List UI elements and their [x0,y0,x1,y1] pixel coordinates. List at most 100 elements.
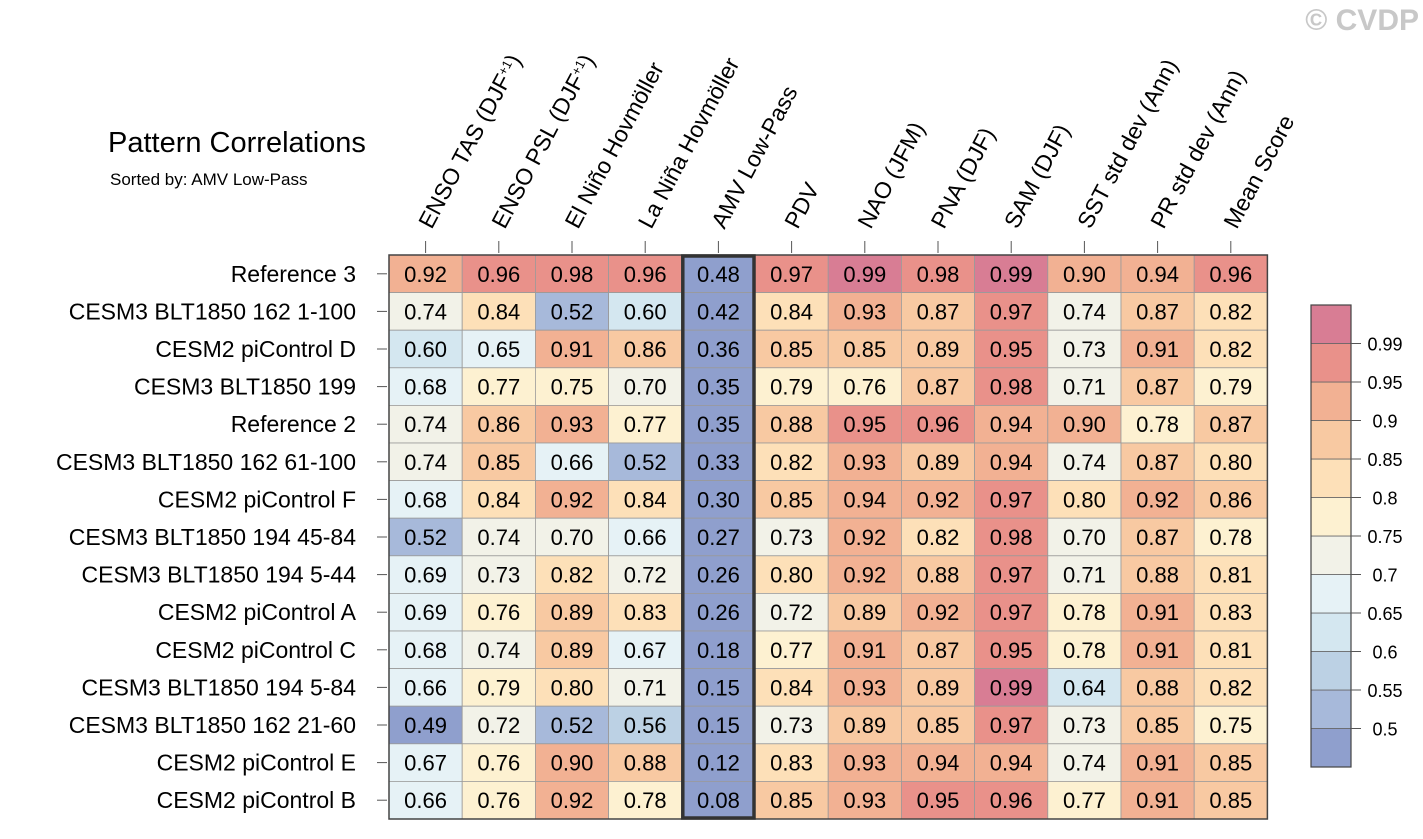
colorbar-segment [1310,304,1352,344]
row-label: CESM3 BLT1850 194 5-44 [82,562,357,588]
cell-value-label: 0.26 [697,600,740,625]
cell-value-label: 0.79 [1209,375,1252,400]
heatmap-cell [388,367,463,406]
cell-value-label: 0.80 [1209,450,1252,475]
row-label: CESM2 piControl D [155,336,356,362]
cell-value-label: 0.69 [404,563,447,588]
heatmap-cell [535,705,610,745]
heatmap-cell [1193,630,1268,669]
cell-value-label: 0.52 [624,450,667,475]
row-label: CESM3 BLT1850 162 1-100 [69,298,356,324]
cell-value-label: 0.98 [990,525,1033,550]
heatmap-cell [1193,442,1268,481]
heatmap-cell [681,517,756,557]
heatmap-cell [1047,630,1122,669]
heatmap-cell [974,442,1049,481]
cell-value-label: 0.76 [843,375,886,400]
cell-value-label: 0.56 [624,713,667,738]
heatmap-cell [681,781,756,820]
heatmap-cell [901,442,976,481]
heatmap-cell [461,705,536,745]
heatmap-cell [901,404,976,444]
chart-title: Pattern Correlations [108,127,366,159]
cell-value-label: 0.08 [697,788,740,813]
heatmap-cell [827,668,902,707]
cell-value-label: 0.98 [551,262,594,287]
cell-value-label: 0.75 [1209,713,1252,738]
cell-value-label: 0.87 [1136,299,1179,324]
cell-value-label: 0.91 [1136,600,1179,625]
cell-value-label: 0.92 [1136,487,1179,512]
heatmap-cell [827,367,902,406]
colorbar-tick-label: 0.6 [1372,643,1397,663]
heatmap-border [388,254,1269,820]
cell-value-label: 0.77 [1063,788,1106,813]
heatmap-cell [1120,292,1195,331]
cell-value-label: 0.68 [404,638,447,663]
colorbar-segment [1310,343,1352,383]
heatmap-cell [1047,781,1122,820]
heatmap-cell [901,593,976,632]
heatmap-cell [754,743,829,782]
row-label: CESM2 piControl B [157,787,356,813]
heatmap-cell [535,329,610,369]
row-label: Reference 2 [231,411,356,437]
cell-value-label: 0.87 [1136,525,1179,550]
cell-value-label: 0.87 [1209,412,1252,437]
heatmap-cell [754,442,829,481]
column-label: SAM (DJF) [999,120,1075,233]
heatmap-cell [608,480,683,519]
colorbar-segment [1310,689,1352,729]
cell-value-label: 0.64 [1063,675,1106,700]
cell-value-label: 0.93 [843,450,886,475]
heatmap-cell [681,705,756,745]
cell-value-label: 0.84 [770,299,813,324]
cell-value-label: 0.83 [770,751,813,776]
heatmap-cell [461,404,536,444]
cell-value-label: 0.81 [1209,563,1252,588]
cell-value-label: 0.91 [551,337,594,362]
colorbar-segment [1310,651,1352,691]
heatmap-cell [681,480,756,519]
heatmap-cell [754,555,829,594]
cell-value-label: 0.94 [843,487,886,512]
heatmap-cell [461,668,536,707]
cell-value-label: 0.82 [917,525,960,550]
cell-value-label: 0.88 [1136,675,1179,700]
heatmap-cell [461,292,536,331]
cell-value-label: 0.65 [477,337,520,362]
cell-value-label: 0.72 [624,563,667,588]
cell-value-label: 0.97 [990,713,1033,738]
colorbar-tick-label: 0.8 [1372,489,1397,509]
cell-value-label: 0.97 [990,600,1033,625]
colorbar-tick-label: 0.5 [1372,720,1397,740]
cell-value-label: 0.93 [843,299,886,324]
cell-value-label: 0.95 [843,412,886,437]
colorbar-tick-label: 0.65 [1367,604,1402,624]
cell-value-label: 0.94 [917,751,960,776]
cell-value-label: 0.78 [624,788,667,813]
cell-value-label: 0.75 [551,375,594,400]
heatmap-cell [535,555,610,594]
heatmap-cell [388,517,463,557]
cell-value-label: 0.91 [1136,638,1179,663]
heatmap-cell [827,329,902,369]
cell-value-label: 0.88 [917,563,960,588]
cell-value-label: 0.67 [624,638,667,663]
cell-value-label: 0.95 [917,788,960,813]
cell-value-label: 0.85 [917,713,960,738]
cell-value-label: 0.78 [1063,638,1106,663]
colorbar-tick-label: 0.7 [1372,566,1397,586]
cell-value-label: 0.84 [477,299,520,324]
cell-value-label: 0.82 [1209,675,1252,700]
cell-value-label: 0.97 [990,487,1033,512]
colorbar-segment [1310,458,1352,498]
heatmap-cell [535,630,610,669]
colorbar-segment [1310,612,1352,652]
heatmap-cell [608,630,683,669]
cell-value-label: 0.83 [1209,600,1252,625]
heatmap-cell [827,705,902,745]
cell-value-label: 0.67 [404,751,447,776]
cell-value-label: 0.71 [1063,375,1106,400]
cell-value-label: 0.89 [551,638,594,663]
